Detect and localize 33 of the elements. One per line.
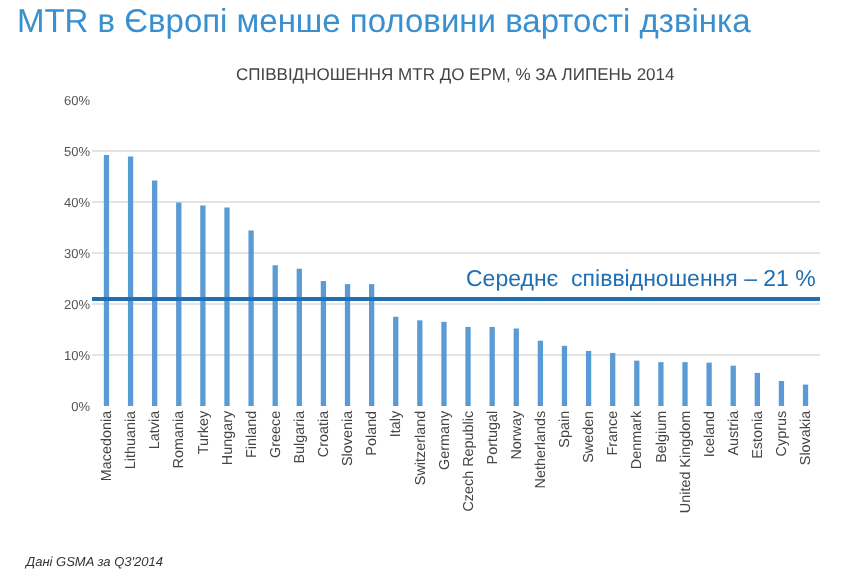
bar [176, 202, 182, 406]
bar [127, 156, 134, 406]
bar [248, 230, 254, 406]
bar [513, 328, 519, 406]
bar [610, 352, 616, 406]
bar [200, 205, 206, 406]
bar [272, 265, 278, 406]
bar [368, 284, 375, 406]
bar [561, 345, 568, 406]
bar [393, 316, 399, 406]
chart-subtitle: СПІВВІДНОШЕННЯ MTR ДО EPM, % ЗА ЛИПЕНЬ 2014 [236, 64, 676, 84]
ref-line-label: Середнє співвідношення – 21 % [466, 268, 816, 292]
bar [537, 340, 544, 406]
bar [585, 350, 592, 406]
bar [730, 365, 736, 406]
bar [489, 326, 495, 406]
bar [152, 180, 158, 406]
bar [224, 207, 230, 406]
bar [103, 155, 110, 406]
bar [706, 362, 712, 406]
chart-title: MTR в Європі менше половини вартості дзвінка [16, 3, 753, 40]
bar [682, 362, 688, 406]
bar [802, 384, 809, 406]
bar [441, 321, 447, 406]
bar [634, 360, 640, 406]
bar [658, 362, 664, 406]
bar [465, 326, 471, 406]
bar [754, 372, 760, 406]
bar [320, 281, 327, 406]
bar [778, 381, 785, 406]
bar [296, 268, 302, 406]
bar [417, 320, 423, 406]
bar [344, 284, 351, 406]
